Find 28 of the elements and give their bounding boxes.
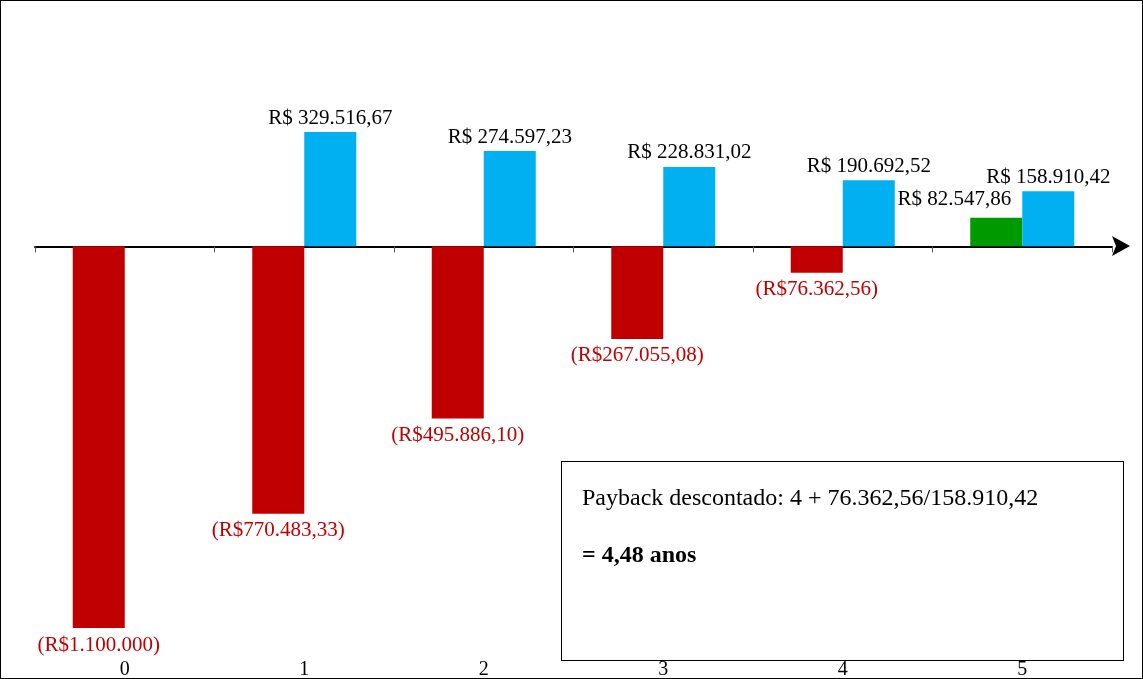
data-label: R$ 190.692,52 [806, 152, 931, 177]
bar [304, 132, 357, 247]
bar [1022, 191, 1075, 247]
annotation: = 4,48 anos [582, 541, 698, 568]
bar [663, 166, 716, 247]
annotation: Payback descontado: 4 + 76.362,56/158.910,42 [582, 484, 1040, 511]
data-label: R$ 82.547,86 [897, 186, 1012, 211]
x-tick-label: 1 [299, 657, 310, 679]
data-label: R$ 329.516,67 [268, 104, 393, 129]
data-label: R$ 158.910,42 [986, 163, 1111, 188]
x-tick-label: 2 [478, 657, 489, 679]
data-label: (R$267.055,08) [570, 342, 704, 367]
bar [431, 246, 484, 419]
text-box: Payback descontado: 4 + 76.362,56/158.910,42 = 4,48 anos [561, 461, 1124, 661]
data-label: (R$76.362,56) [755, 276, 878, 301]
bar [72, 246, 125, 628]
data-label: (R$495.886,10) [391, 421, 525, 446]
data-label: R$ 274.597,23 [447, 123, 572, 148]
bar [252, 246, 305, 514]
data-label: (R$1.100.000) [37, 631, 160, 656]
bar [611, 246, 664, 339]
bar [970, 217, 1023, 247]
x-tick-label: 0 [119, 657, 130, 679]
bar [790, 246, 843, 273]
data-label: (R$770.483,33) [211, 517, 345, 542]
bar [483, 151, 536, 247]
bar [842, 180, 895, 247]
data-label: R$ 228.831,02 [627, 139, 752, 164]
